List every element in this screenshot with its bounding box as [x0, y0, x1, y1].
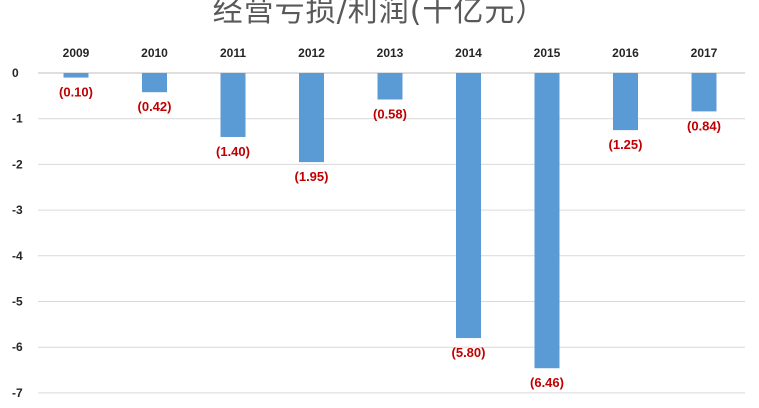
bar-2015	[534, 73, 560, 369]
bar-2016	[613, 73, 638, 131]
bar-2012	[299, 73, 324, 163]
y-tick-label: -7	[12, 386, 23, 400]
chart-title: 经营亏损/利润(十亿元）	[212, 0, 547, 29]
data-labels: (0.10) (0.42) (1.40) (1.95) (0.58) (5.80) (6.4…	[59, 85, 721, 391]
data-label-2014: (5.80)	[452, 345, 486, 360]
category-label-2017: 2017	[691, 46, 718, 60]
y-tick-label: -5	[12, 295, 23, 309]
category-label-2009: 2009	[63, 46, 90, 60]
bar-2017	[691, 73, 717, 112]
category-label-2010: 2010	[141, 46, 168, 60]
y-tick-label: -3	[12, 203, 23, 217]
category-label-2013: 2013	[377, 46, 404, 60]
data-label-2013: (0.58)	[373, 107, 407, 122]
category-label-2016: 2016	[612, 46, 639, 60]
category-label-2014: 2014	[455, 46, 482, 60]
category-label-2012: 2012	[298, 46, 325, 60]
category-label-2015: 2015	[534, 46, 561, 60]
bar-2011	[220, 73, 246, 137]
data-label-2010: (0.42)	[138, 99, 172, 114]
y-tick-label: -2	[12, 157, 23, 171]
y-axis-ticks: 0 -1 -2 -3 -4 -5 -6 -7	[12, 66, 23, 400]
data-label-2012: (1.95)	[295, 169, 329, 184]
bar-2010	[142, 73, 167, 93]
y-tick-label: -1	[12, 112, 23, 126]
data-label-2015: (6.46)	[530, 375, 564, 390]
y-tick-label: -6	[12, 340, 23, 354]
data-label-2017: (0.84)	[687, 118, 721, 133]
y-tick-label: 0	[12, 66, 19, 80]
data-label-2009: (0.10)	[59, 85, 93, 100]
bars	[63, 73, 717, 369]
category-label-2011: 2011	[220, 46, 246, 60]
bar-2014	[456, 73, 481, 339]
x-axis-categories: 2009 2010 2011 2012 2013 2014 2015 2016 2017	[63, 46, 718, 60]
y-tick-label: -4	[12, 249, 23, 263]
data-label-2016: (1.25)	[609, 137, 643, 152]
data-label-2011: (1.40)	[216, 144, 250, 159]
bar-2013	[377, 73, 403, 100]
bar-2009	[63, 73, 89, 78]
